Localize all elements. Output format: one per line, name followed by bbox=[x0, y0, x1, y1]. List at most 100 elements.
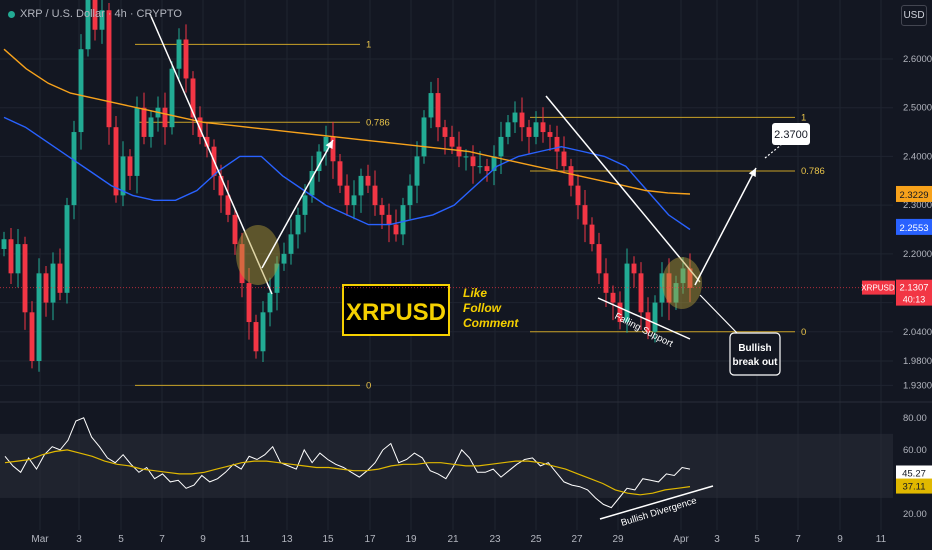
candle-body bbox=[64, 205, 70, 293]
candle-body bbox=[22, 244, 28, 313]
ma-fast-line bbox=[3, 116, 691, 231]
candle-body bbox=[533, 122, 539, 137]
candle-body bbox=[337, 161, 343, 186]
price-tick-label: 1.9800 bbox=[903, 356, 932, 367]
rsi-value-label: 45.27 bbox=[902, 468, 926, 479]
symbol-tag-label: XRPUSD bbox=[861, 284, 895, 293]
chart-header: XRP / U.S. Dollar · 4h · CRYPTO bbox=[8, 8, 182, 20]
candle-body bbox=[673, 283, 679, 303]
candle-body bbox=[232, 214, 238, 245]
date-axis: Mar 3 5 7 9 11 13 15 17 19 21 23 25 27 29 Apr 3 5 7 9 11 bbox=[31, 534, 886, 545]
candle-body bbox=[561, 151, 567, 167]
target-label: 2.3700 bbox=[774, 129, 808, 141]
date-tick-label: 3 bbox=[714, 534, 720, 545]
date-tick-label: 9 bbox=[837, 534, 843, 545]
rsi-tick-label: 60.00 bbox=[903, 445, 927, 456]
candle-body bbox=[687, 268, 693, 288]
candle-body bbox=[365, 175, 371, 186]
fib-level-label: 0 bbox=[366, 380, 371, 391]
date-tick-label: 5 bbox=[754, 534, 760, 545]
breakout-label-1: Bullish bbox=[738, 343, 771, 354]
candle-body bbox=[386, 214, 392, 225]
candle-body bbox=[596, 244, 602, 274]
price-tick-label: 2.2000 bbox=[903, 249, 932, 260]
countdown-label: 40:13 bbox=[903, 295, 926, 305]
candle-body bbox=[176, 39, 182, 69]
candle-body bbox=[575, 185, 581, 206]
candle-body bbox=[554, 136, 560, 152]
candle-body bbox=[400, 205, 406, 235]
candle-body bbox=[71, 132, 77, 206]
candle-body bbox=[589, 224, 595, 245]
candle-body bbox=[120, 156, 126, 196]
candle-body bbox=[204, 136, 210, 147]
date-tick-label: 5 bbox=[118, 534, 124, 545]
candle-body bbox=[652, 302, 658, 332]
candle-body bbox=[162, 107, 168, 128]
rsi-tick-label: 20.00 bbox=[903, 509, 927, 520]
candle-body bbox=[463, 156, 469, 158]
candle-body bbox=[1, 239, 7, 249]
highlight-ellipse-2 bbox=[662, 257, 702, 309]
candle-body bbox=[470, 156, 476, 167]
candle-body bbox=[435, 93, 441, 128]
candle-body bbox=[274, 263, 280, 293]
candle-body bbox=[428, 93, 434, 118]
candle-body bbox=[260, 312, 266, 352]
rsi-ma-label: 37.11 bbox=[902, 482, 925, 493]
candle-body bbox=[603, 273, 609, 293]
rsi-tick-label: 80.00 bbox=[903, 413, 927, 424]
candle-body bbox=[169, 68, 175, 128]
candle-body bbox=[456, 146, 462, 157]
up-arrow-2-head bbox=[748, 168, 756, 177]
candle-body bbox=[57, 263, 63, 293]
candle-body bbox=[393, 224, 399, 235]
candle-body bbox=[624, 263, 630, 323]
candle-body bbox=[281, 253, 287, 264]
candle-body bbox=[680, 268, 686, 284]
candle-body bbox=[610, 292, 616, 303]
date-tick-label: 13 bbox=[281, 534, 293, 545]
candle-body bbox=[183, 39, 189, 79]
candle-body bbox=[302, 195, 308, 215]
rsi-band bbox=[0, 433, 893, 498]
rsi-ma-tag bbox=[896, 478, 932, 494]
callout-leader bbox=[699, 294, 739, 335]
ma-slow-tag-label: 2.3229 bbox=[899, 190, 928, 201]
price-tick-label: 1.9300 bbox=[903, 380, 932, 391]
date-tick-label: 11 bbox=[876, 534, 887, 545]
candle-body bbox=[477, 166, 483, 168]
candle-body bbox=[582, 205, 588, 225]
candle-body bbox=[351, 195, 357, 206]
candle-body bbox=[106, 10, 112, 128]
date-tick-label: 11 bbox=[240, 534, 251, 545]
logo-text: XRPUSD bbox=[346, 299, 446, 326]
candle-body bbox=[645, 312, 651, 332]
price-axis: 2.60002.50002.40002.30002.20002.10002.04… bbox=[0, 54, 932, 391]
up-arrow-2 bbox=[694, 167, 757, 286]
candle-body bbox=[505, 122, 511, 137]
date-tick-label: 3 bbox=[76, 534, 82, 545]
rsi-value-tag bbox=[896, 465, 932, 481]
candle-body bbox=[85, 0, 91, 50]
candle-body bbox=[323, 136, 329, 152]
candle-body bbox=[225, 195, 231, 215]
fib-level-label: 0.786 bbox=[801, 166, 825, 177]
date-tick-label: 9 bbox=[200, 534, 206, 545]
rsi-ma-line bbox=[4, 449, 691, 496]
fib-level-label: 1 bbox=[366, 39, 371, 50]
trendline-2 bbox=[545, 95, 701, 283]
candle-body bbox=[414, 156, 420, 186]
currency-button[interactable]: USD bbox=[901, 5, 927, 26]
candle-body bbox=[50, 263, 56, 303]
candle-body bbox=[148, 117, 154, 137]
candle-body bbox=[659, 273, 665, 303]
candle-body bbox=[449, 136, 455, 147]
fib-level-label: 0.786 bbox=[366, 117, 390, 128]
candle-body bbox=[330, 136, 336, 162]
candle-body bbox=[134, 107, 140, 176]
candle-body bbox=[540, 122, 546, 133]
like-text: Like bbox=[463, 286, 487, 300]
candle-body bbox=[246, 283, 252, 323]
